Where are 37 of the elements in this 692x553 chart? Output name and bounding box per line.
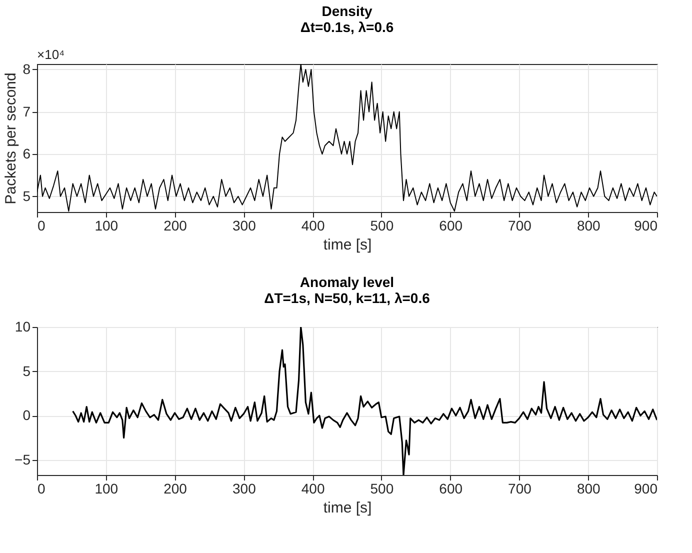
y-tick-label: 0 — [22, 407, 31, 424]
line-series — [72, 327, 657, 475]
x-tick-label: 300 — [232, 218, 256, 234]
x-tick-label: 200 — [164, 218, 188, 234]
x-tick-label: 800 — [576, 480, 601, 496]
x-tick-label: 300 — [232, 480, 256, 496]
chart-title: Density — [322, 3, 372, 19]
x-tick-label: 600 — [439, 480, 463, 496]
x-tick-label: 100 — [94, 480, 118, 496]
y-tick-label: 5 — [22, 188, 31, 204]
chart-subtitle: ΔT=1s, N=50, k=11, λ=0.6 — [264, 290, 430, 306]
x-tick-label: 400 — [301, 218, 325, 234]
x-tick-label: 800 — [576, 218, 601, 234]
text: ×10⁴ — [37, 47, 65, 62]
y-tick-label: 6 — [22, 146, 31, 162]
y-tick-label: 8 — [22, 60, 31, 77]
y-tick-label: 5 — [22, 362, 31, 379]
x-tick-label: 900 — [634, 218, 658, 234]
chart-title: Anomaly level — [300, 274, 394, 290]
y-tick-label: 10 — [14, 318, 31, 334]
x-axis-title: time [s] — [323, 236, 372, 254]
x-tick-label: 200 — [164, 480, 188, 496]
x-axis-title: time [s] — [323, 500, 372, 516]
y-tick-label: −5 — [14, 451, 31, 468]
x-tick-label: 0 — [38, 480, 46, 496]
x-tick-label: 400 — [301, 480, 325, 496]
x-tick-label: 900 — [634, 480, 658, 496]
x-tick-label: 0 — [38, 218, 46, 234]
x-tick-label: 700 — [508, 218, 532, 234]
y-axis-title: Packets per second — [2, 72, 20, 204]
x-tick-label: 100 — [94, 218, 118, 234]
x-tick-label: 700 — [508, 480, 532, 496]
x-tick-label: 500 — [370, 218, 394, 234]
x-tick-label: 600 — [439, 218, 463, 234]
x-tick-label: 500 — [370, 480, 394, 496]
chart-subtitle: Δt=0.1s, λ=0.6 — [300, 19, 394, 35]
y-tick-label: 7 — [22, 103, 31, 120]
